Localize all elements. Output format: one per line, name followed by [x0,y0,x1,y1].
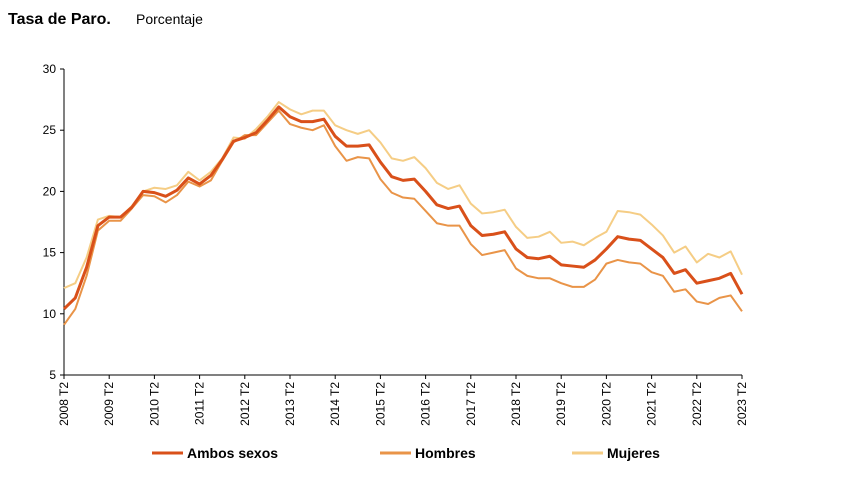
chart-title: Tasa de Paro. [8,11,111,28]
x-tick-label: 2010 T2 [147,382,161,426]
x-tick-label: 2016 T2 [419,382,433,426]
x-tick-label: 2014 T2 [328,382,342,426]
x-tick-label: 2020 T2 [599,382,613,426]
series-line [63,109,743,326]
series-line [63,101,743,290]
y-tick-label: 10 [43,307,57,321]
x-tick-label: 2009 T2 [102,382,116,426]
x-tick-label: 2018 T2 [509,382,523,426]
y-tick-label: 15 [43,246,57,260]
x-tick-label: 2017 T2 [464,382,478,426]
x-tick-label: 2013 T2 [283,382,297,426]
x-tick-label: 2008 T2 [57,382,71,426]
x-tick-label: 2012 T2 [238,382,252,426]
y-tick-label: 25 [43,123,57,137]
legend-label: Ambos sexos [187,445,278,461]
y-tick-label: 5 [49,368,56,382]
x-tick-label: 2019 T2 [554,382,568,426]
legend-label: Mujeres [607,445,660,461]
x-tick-label: 2022 T2 [690,382,704,426]
x-tick-label: 2021 T2 [645,382,659,426]
series-line [62,105,744,310]
x-tick-label: 2015 T2 [373,382,387,426]
chart-subtitle: Porcentaje [136,11,203,27]
x-tick-label: 2011 T2 [193,382,207,425]
x-tick-label: 2023 T2 [735,382,749,426]
y-tick-label: 30 [43,62,57,76]
y-tick-label: 20 [43,184,57,198]
legend-label: Hombres [415,445,476,461]
